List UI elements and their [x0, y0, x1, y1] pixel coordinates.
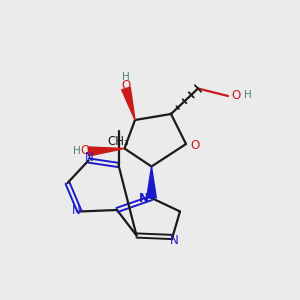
- Text: N: N: [85, 151, 94, 164]
- Text: H: H: [244, 90, 251, 100]
- Text: O: O: [231, 88, 240, 102]
- Text: O: O: [81, 144, 90, 158]
- Text: CH₃: CH₃: [108, 134, 129, 148]
- Text: O: O: [122, 79, 130, 92]
- Text: N: N: [169, 233, 178, 247]
- Text: O: O: [190, 139, 200, 152]
- Polygon shape: [147, 167, 156, 198]
- Text: H: H: [122, 71, 130, 82]
- Text: H: H: [73, 146, 81, 156]
- Polygon shape: [122, 87, 135, 120]
- Text: N: N: [72, 203, 81, 217]
- Text: N: N: [138, 192, 148, 206]
- Polygon shape: [88, 147, 124, 156]
